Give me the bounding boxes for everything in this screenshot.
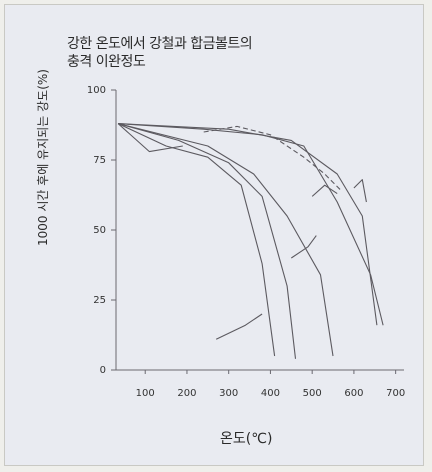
series-line-5 <box>118 123 378 326</box>
chart-title-line-1: 강한 온도에서 강철과 합금볼트의 <box>67 36 253 52</box>
chart-panel: 강한 온도에서 강철과 합금볼트의 충격 이완정도 <box>4 4 424 466</box>
series-line-10 <box>311 184 338 197</box>
y-tick-label: 25 <box>93 295 106 306</box>
series-line-3 <box>117 123 334 357</box>
x-tick-label: 700 <box>386 388 405 399</box>
chart-title-line-2: 충격 이완정도 <box>67 54 146 70</box>
series-line-4 <box>118 123 384 326</box>
x-tick-label: 100 <box>136 388 155 399</box>
series-line-9 <box>290 235 317 259</box>
y-tick-label: 0 <box>100 365 106 376</box>
x-tick-label: 500 <box>303 388 322 399</box>
series-line-1 <box>117 123 276 357</box>
x-tick-label: 600 <box>344 388 363 399</box>
x-tick-label: 200 <box>177 388 196 399</box>
series-line-8 <box>215 313 263 340</box>
series-line-6 <box>203 125 342 192</box>
series-line-2 <box>117 123 297 359</box>
chart-title: 강한 온도에서 강철과 합금볼트의 충격 이완정도 <box>67 35 253 71</box>
y-tick-label: 100 <box>87 85 106 96</box>
series-line-11 <box>353 179 367 203</box>
x-tick-label: 300 <box>219 388 238 399</box>
y-tick-label: 50 <box>93 225 106 236</box>
y-tick-label: 75 <box>93 155 106 166</box>
series-line-7 <box>117 123 183 153</box>
x-axis-label: 온도(℃) <box>220 431 273 447</box>
x-tick-label: 400 <box>261 388 280 399</box>
